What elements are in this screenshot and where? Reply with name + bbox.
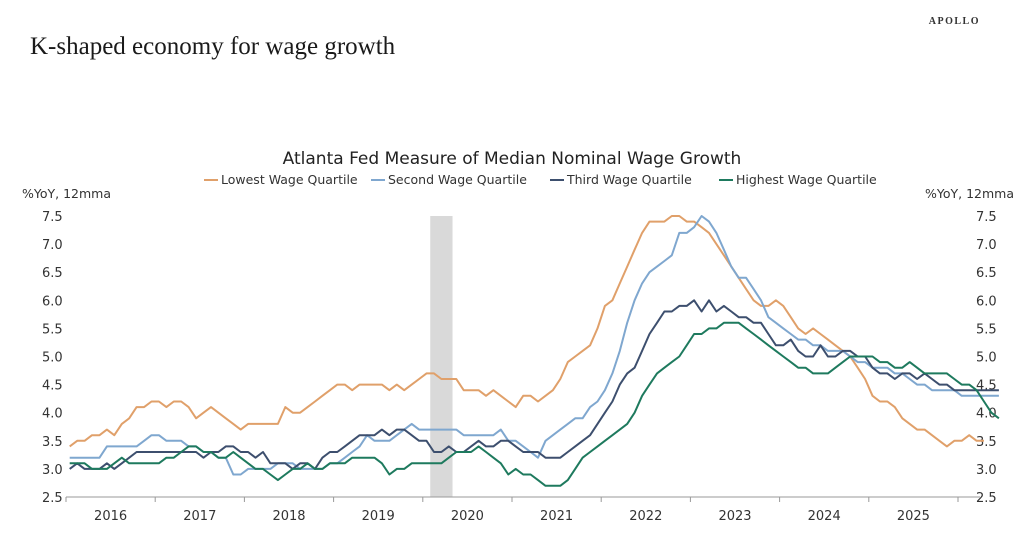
y-axis-label-right: %YoY, 12mma xyxy=(925,186,1014,201)
x-tick-label: 2017 xyxy=(183,509,216,524)
y-tick-label-right: 5.5 xyxy=(976,322,997,337)
x-tick-label: 2018 xyxy=(272,509,305,524)
y-tick-label-left: 2.5 xyxy=(42,491,63,506)
legend: Lowest Wage Quartile Second Wage Quartile… xyxy=(204,172,877,187)
y-tick-label-left: 5.0 xyxy=(42,351,63,366)
y-tick-label-left: 3.5 xyxy=(42,435,63,450)
x-tick-label: 2025 xyxy=(897,509,930,524)
y-tick-label-right: 3.5 xyxy=(976,435,997,450)
y-tick-label-right: 6.5 xyxy=(976,266,997,281)
y-tick-label-left: 3.0 xyxy=(42,463,63,478)
x-tick-label: 2020 xyxy=(451,509,484,524)
y-tick-label-left: 7.0 xyxy=(42,238,63,253)
x-tick-label: 2023 xyxy=(718,509,751,524)
y-tick-label-right: 4.0 xyxy=(976,407,997,422)
y-axis-label-left: %YoY, 12mma xyxy=(22,186,111,201)
legend-item: Highest Wage Quartile xyxy=(736,172,877,187)
x-tick-label: 2016 xyxy=(94,509,127,524)
y-tick-label-left: 6.5 xyxy=(42,266,63,281)
y-tick-label-right: 3.0 xyxy=(976,463,997,478)
y-tick-label-left: 4.5 xyxy=(42,379,63,394)
y-tick-label-left: 7.5 xyxy=(42,210,63,225)
y-tick-label-left: 4.0 xyxy=(42,407,63,422)
y-tick-label-right: 6.0 xyxy=(976,294,997,309)
series-line-highest-wage-quartile xyxy=(69,321,1000,487)
x-tick-label: 2022 xyxy=(629,509,662,524)
y-tick-label-right: 4.5 xyxy=(976,379,997,394)
legend-item: Third Wage Quartile xyxy=(566,172,692,187)
y-tick-label-left: 6.0 xyxy=(42,294,63,309)
recession-shading xyxy=(430,216,453,497)
legend-item: Lowest Wage Quartile xyxy=(221,172,358,187)
page-title: K-shaped economy for wage growth xyxy=(30,33,396,60)
chart-title: Atlanta Fed Measure of Median Nominal Wa… xyxy=(283,149,742,169)
brand-logo: APOLLO xyxy=(928,16,980,27)
y-tick-label-right: 7.5 xyxy=(976,210,997,225)
y-tick-label-right: 5.0 xyxy=(976,351,997,366)
series-line-second-wage-quartile xyxy=(69,215,999,476)
y-tick-label-left: 5.5 xyxy=(42,322,63,337)
legend-item: Second Wage Quartile xyxy=(388,172,527,187)
x-tick-label: 2019 xyxy=(362,509,395,524)
y-tick-label-right: 2.5 xyxy=(976,491,997,506)
x-tick-label: 2021 xyxy=(540,509,573,524)
x-tick-label: 2024 xyxy=(808,509,841,524)
series-line-lowest-wage-quartile xyxy=(69,215,984,448)
series-line-third-wage-quartile xyxy=(69,299,999,470)
y-tick-label-right: 7.0 xyxy=(976,238,997,253)
